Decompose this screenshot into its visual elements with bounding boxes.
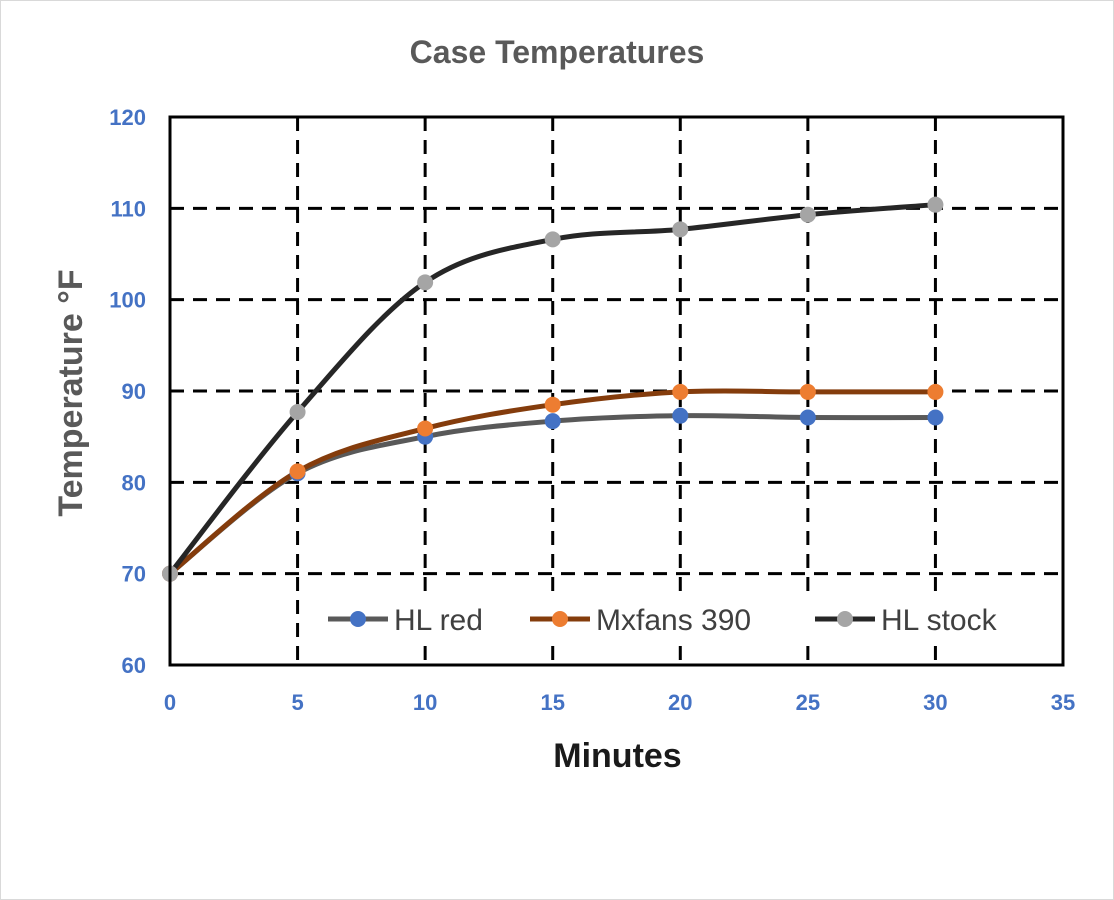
point-hl-stock-20	[672, 221, 689, 238]
legend-label-hl-red: HL red	[394, 604, 483, 637]
y-tick-label: 100	[109, 288, 146, 313]
chart-title: Case Temperatures	[409, 34, 705, 70]
legend-label-hl-stock: HL stock	[881, 604, 998, 637]
x-tick-label: 15	[540, 690, 564, 715]
legend-marker-hl-red	[350, 611, 366, 627]
point-hl-red-20	[672, 407, 689, 424]
point-mxfans-390-10	[417, 420, 434, 437]
y-tick-label: 90	[122, 379, 146, 404]
x-tick-label: 0	[164, 690, 176, 715]
x-tick-label: 35	[1051, 690, 1075, 715]
legend-label-mxfans-390: Mxfans 390	[596, 604, 751, 637]
point-hl-stock-15	[544, 231, 561, 248]
x-tick-label: 10	[413, 690, 437, 715]
y-tick-label: 70	[122, 562, 146, 587]
y-tick-label: 80	[122, 470, 146, 495]
y-axis-label: Temperature °F	[52, 269, 90, 516]
y-tick-label: 110	[111, 196, 147, 221]
legend: HL red Mxfans 390 HL stock	[328, 604, 998, 637]
point-hl-stock-25	[799, 206, 816, 223]
y-tick-label: 120	[109, 105, 146, 130]
point-hl-red-25	[799, 409, 816, 426]
x-tick-label: 5	[291, 690, 303, 715]
point-hl-red-30	[927, 409, 944, 426]
series-markers	[162, 196, 944, 582]
point-mxfans-390-25	[799, 383, 816, 400]
point-hl-stock-10	[417, 274, 434, 291]
point-mxfans-390-15	[544, 396, 561, 413]
point-mxfans-390-5	[289, 463, 306, 480]
legend-marker-hl-stock	[837, 611, 853, 627]
point-mxfans-390-20	[672, 383, 689, 400]
point-hl-stock-5	[289, 404, 306, 421]
axis-ticks: 60 70 80 90 100 110 120 0 5 10 15 20 25 30 35	[109, 105, 1075, 715]
x-axis-label: Minutes	[553, 737, 681, 775]
legend-background	[322, 599, 1022, 639]
point-mxfans-390-30	[927, 383, 944, 400]
point-hl-red-15	[544, 413, 561, 430]
plot-area-border	[168, 115, 1065, 667]
y-tick-label: 60	[122, 653, 146, 678]
x-tick-label: 20	[668, 690, 692, 715]
x-tick-label: 30	[923, 690, 947, 715]
x-tick-label: 25	[796, 690, 820, 715]
legend-marker-mxfans-390	[552, 611, 568, 627]
point-hl-stock-30	[927, 196, 944, 213]
